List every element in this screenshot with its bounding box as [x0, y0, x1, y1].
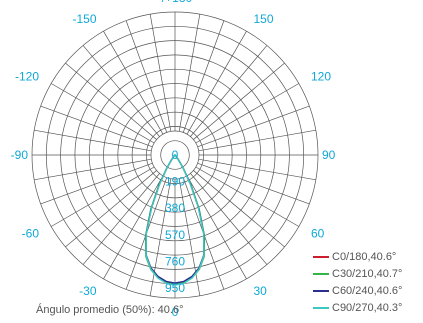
grid-spoke — [50, 166, 155, 227]
polar-grid — [31, 11, 319, 299]
angle-label: 120 — [311, 70, 331, 84]
grid-ring — [160, 140, 190, 170]
grid-spoke — [34, 158, 152, 181]
grid-spoke — [34, 129, 152, 152]
angle-label: -120 — [15, 70, 39, 84]
grid-spoke — [125, 20, 168, 133]
legend: C0/180,40.6° C30/210,40.7° C60/240,40.6° C9… — [313, 248, 402, 316]
grid-spoke — [190, 173, 268, 265]
radial-tick-label: 380 — [165, 201, 185, 215]
angle-label: 0 — [172, 305, 179, 319]
radial-tick-label: 950 — [165, 281, 185, 295]
grid-spoke — [186, 175, 247, 280]
grid-spoke — [186, 30, 247, 135]
grid-spoke — [103, 175, 164, 280]
grid-spoke — [65, 170, 157, 248]
grid-spoke — [193, 62, 285, 140]
radial-tick-label: 190 — [165, 175, 185, 189]
grid-spoke — [195, 83, 300, 144]
angle-label: 60 — [311, 227, 325, 241]
angle-label: -90 — [11, 148, 29, 162]
grid-spoke — [198, 129, 316, 152]
legend-item: C60/240,40.6° — [313, 282, 402, 299]
grid-spoke — [149, 178, 172, 296]
grid-spoke — [178, 178, 201, 296]
legend-label: C30/210,40.7° — [332, 267, 403, 280]
radial-tick-label: 0 — [172, 148, 179, 162]
radial-tick-label: 570 — [165, 228, 185, 242]
grid-spoke — [178, 14, 201, 132]
grid-spoke — [182, 20, 225, 133]
angle-label: -150 — [72, 12, 96, 26]
grid-spoke — [149, 14, 172, 132]
grid-spoke — [195, 166, 300, 227]
legend-swatch — [313, 289, 329, 292]
grid-spoke — [40, 105, 153, 148]
grid-spoke — [82, 173, 160, 265]
legend-item: C90/270,40.3° — [313, 299, 402, 316]
series-layer — [144, 153, 206, 286]
grid-spoke — [193, 170, 285, 248]
angle-label: 30 — [254, 284, 268, 298]
grid-spoke — [197, 162, 310, 205]
legend-swatch — [313, 255, 329, 258]
radial-tick-label: 760 — [165, 254, 185, 268]
angle-label: -30 — [79, 284, 97, 298]
series-line-4 — [145, 153, 205, 286]
legend-swatch — [313, 272, 329, 275]
angle-label: -/+180 — [158, 0, 193, 5]
grid-spoke — [82, 45, 160, 137]
grid-spoke — [103, 30, 164, 135]
grid-spoke — [198, 158, 316, 181]
angle-label: 150 — [254, 12, 274, 26]
legend-label: C90/270,40.3° — [332, 301, 403, 314]
grid-spoke — [65, 62, 157, 140]
legend-label: C0/180,40.6° — [332, 250, 397, 263]
angle-label: -60 — [22, 227, 40, 241]
grid-spoke — [190, 45, 268, 137]
grid-spoke — [50, 83, 155, 144]
legend-label: C60/240,40.6° — [332, 284, 403, 297]
grid-spoke — [40, 162, 153, 205]
legend-item: C30/210,40.7° — [313, 265, 402, 282]
legend-swatch — [313, 306, 329, 309]
angle-label: 90 — [322, 148, 336, 162]
radial-tick-labels: 0 190 380 570 760 950 — [165, 148, 185, 295]
average-angle-note: Ángulo promedio (50%): 40.6° — [36, 304, 184, 316]
grid-spoke — [197, 105, 310, 148]
legend-item: C0/180,40.6° — [313, 248, 402, 265]
angle-labels: -/+180 150 -150 120 -120 90 -90 60 -60 30 -30 0 — [11, 0, 336, 319]
